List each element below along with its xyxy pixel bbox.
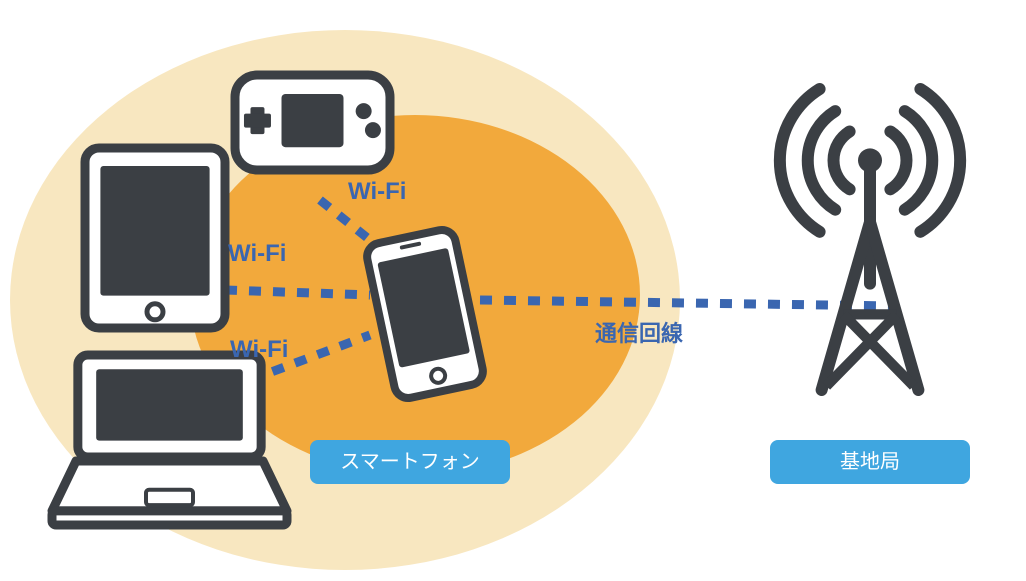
laptop-icon bbox=[46, 349, 293, 531]
smartphone-label-pill: スマートフォン bbox=[310, 440, 510, 484]
wifi-label-2: Wi-Fi bbox=[228, 240, 286, 268]
wifi-label-3: Wi-Fi bbox=[230, 336, 288, 364]
base-station-label-pill: 基地局 bbox=[770, 440, 970, 484]
smartphone-icon bbox=[350, 205, 500, 423]
tablet-to-phone bbox=[225, 290, 370, 295]
tablet-icon bbox=[83, 146, 227, 330]
comm-line-label: 通信回線 bbox=[595, 316, 683, 348]
diagram-stage: Wi-Fi Wi-Fi Wi-Fi 通信回線 スマートフォン 基地局 bbox=[0, 0, 1026, 581]
cell-tower-icon bbox=[756, 106, 984, 394]
handheld-console-icon bbox=[233, 73, 392, 172]
wifi-label-1: Wi-Fi bbox=[348, 178, 406, 206]
